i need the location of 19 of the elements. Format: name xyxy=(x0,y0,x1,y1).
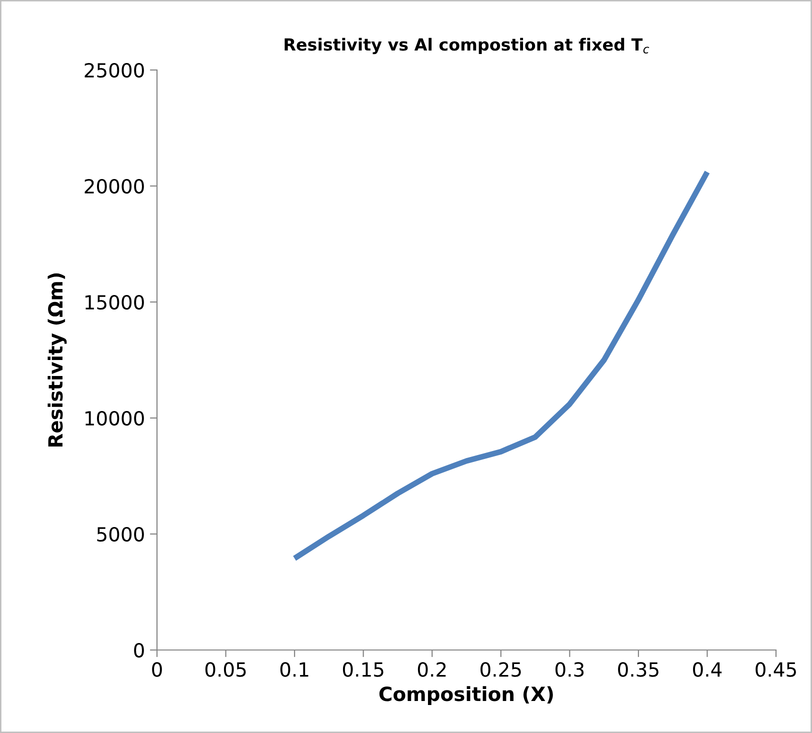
x-tick-label: 0.35 xyxy=(618,662,658,677)
x-tick-label: 0.3 xyxy=(555,662,584,677)
x-tick-label: 0.25 xyxy=(480,662,521,677)
y-tick-label: 5000 xyxy=(97,526,144,542)
y-tick-label: 0 xyxy=(134,642,144,658)
y-tick-label: 20000 xyxy=(84,178,144,194)
x-tick-label: 0.45 xyxy=(756,662,796,677)
x-tick-label: 0.4 xyxy=(693,662,722,677)
chart-title: Resistivity vs Al compostion at fixed T$_{c}$ xyxy=(284,38,650,54)
y-axis-title: Resistivity (Ωm) xyxy=(48,273,67,446)
y-tick-label: 25000 xyxy=(84,62,144,78)
y-tick-label: 15000 xyxy=(85,294,144,310)
x-axis-title: Composition (X) xyxy=(379,686,553,705)
x-tick-label: 0.05 xyxy=(205,662,246,677)
x-tick-label: 0 xyxy=(152,662,162,677)
y-tick-label: 10000 xyxy=(85,410,144,426)
x-tick-label: 0.15 xyxy=(342,662,384,677)
x-tick-label: 0.1 xyxy=(280,662,308,677)
x-tick-label: 0.2 xyxy=(418,662,446,677)
